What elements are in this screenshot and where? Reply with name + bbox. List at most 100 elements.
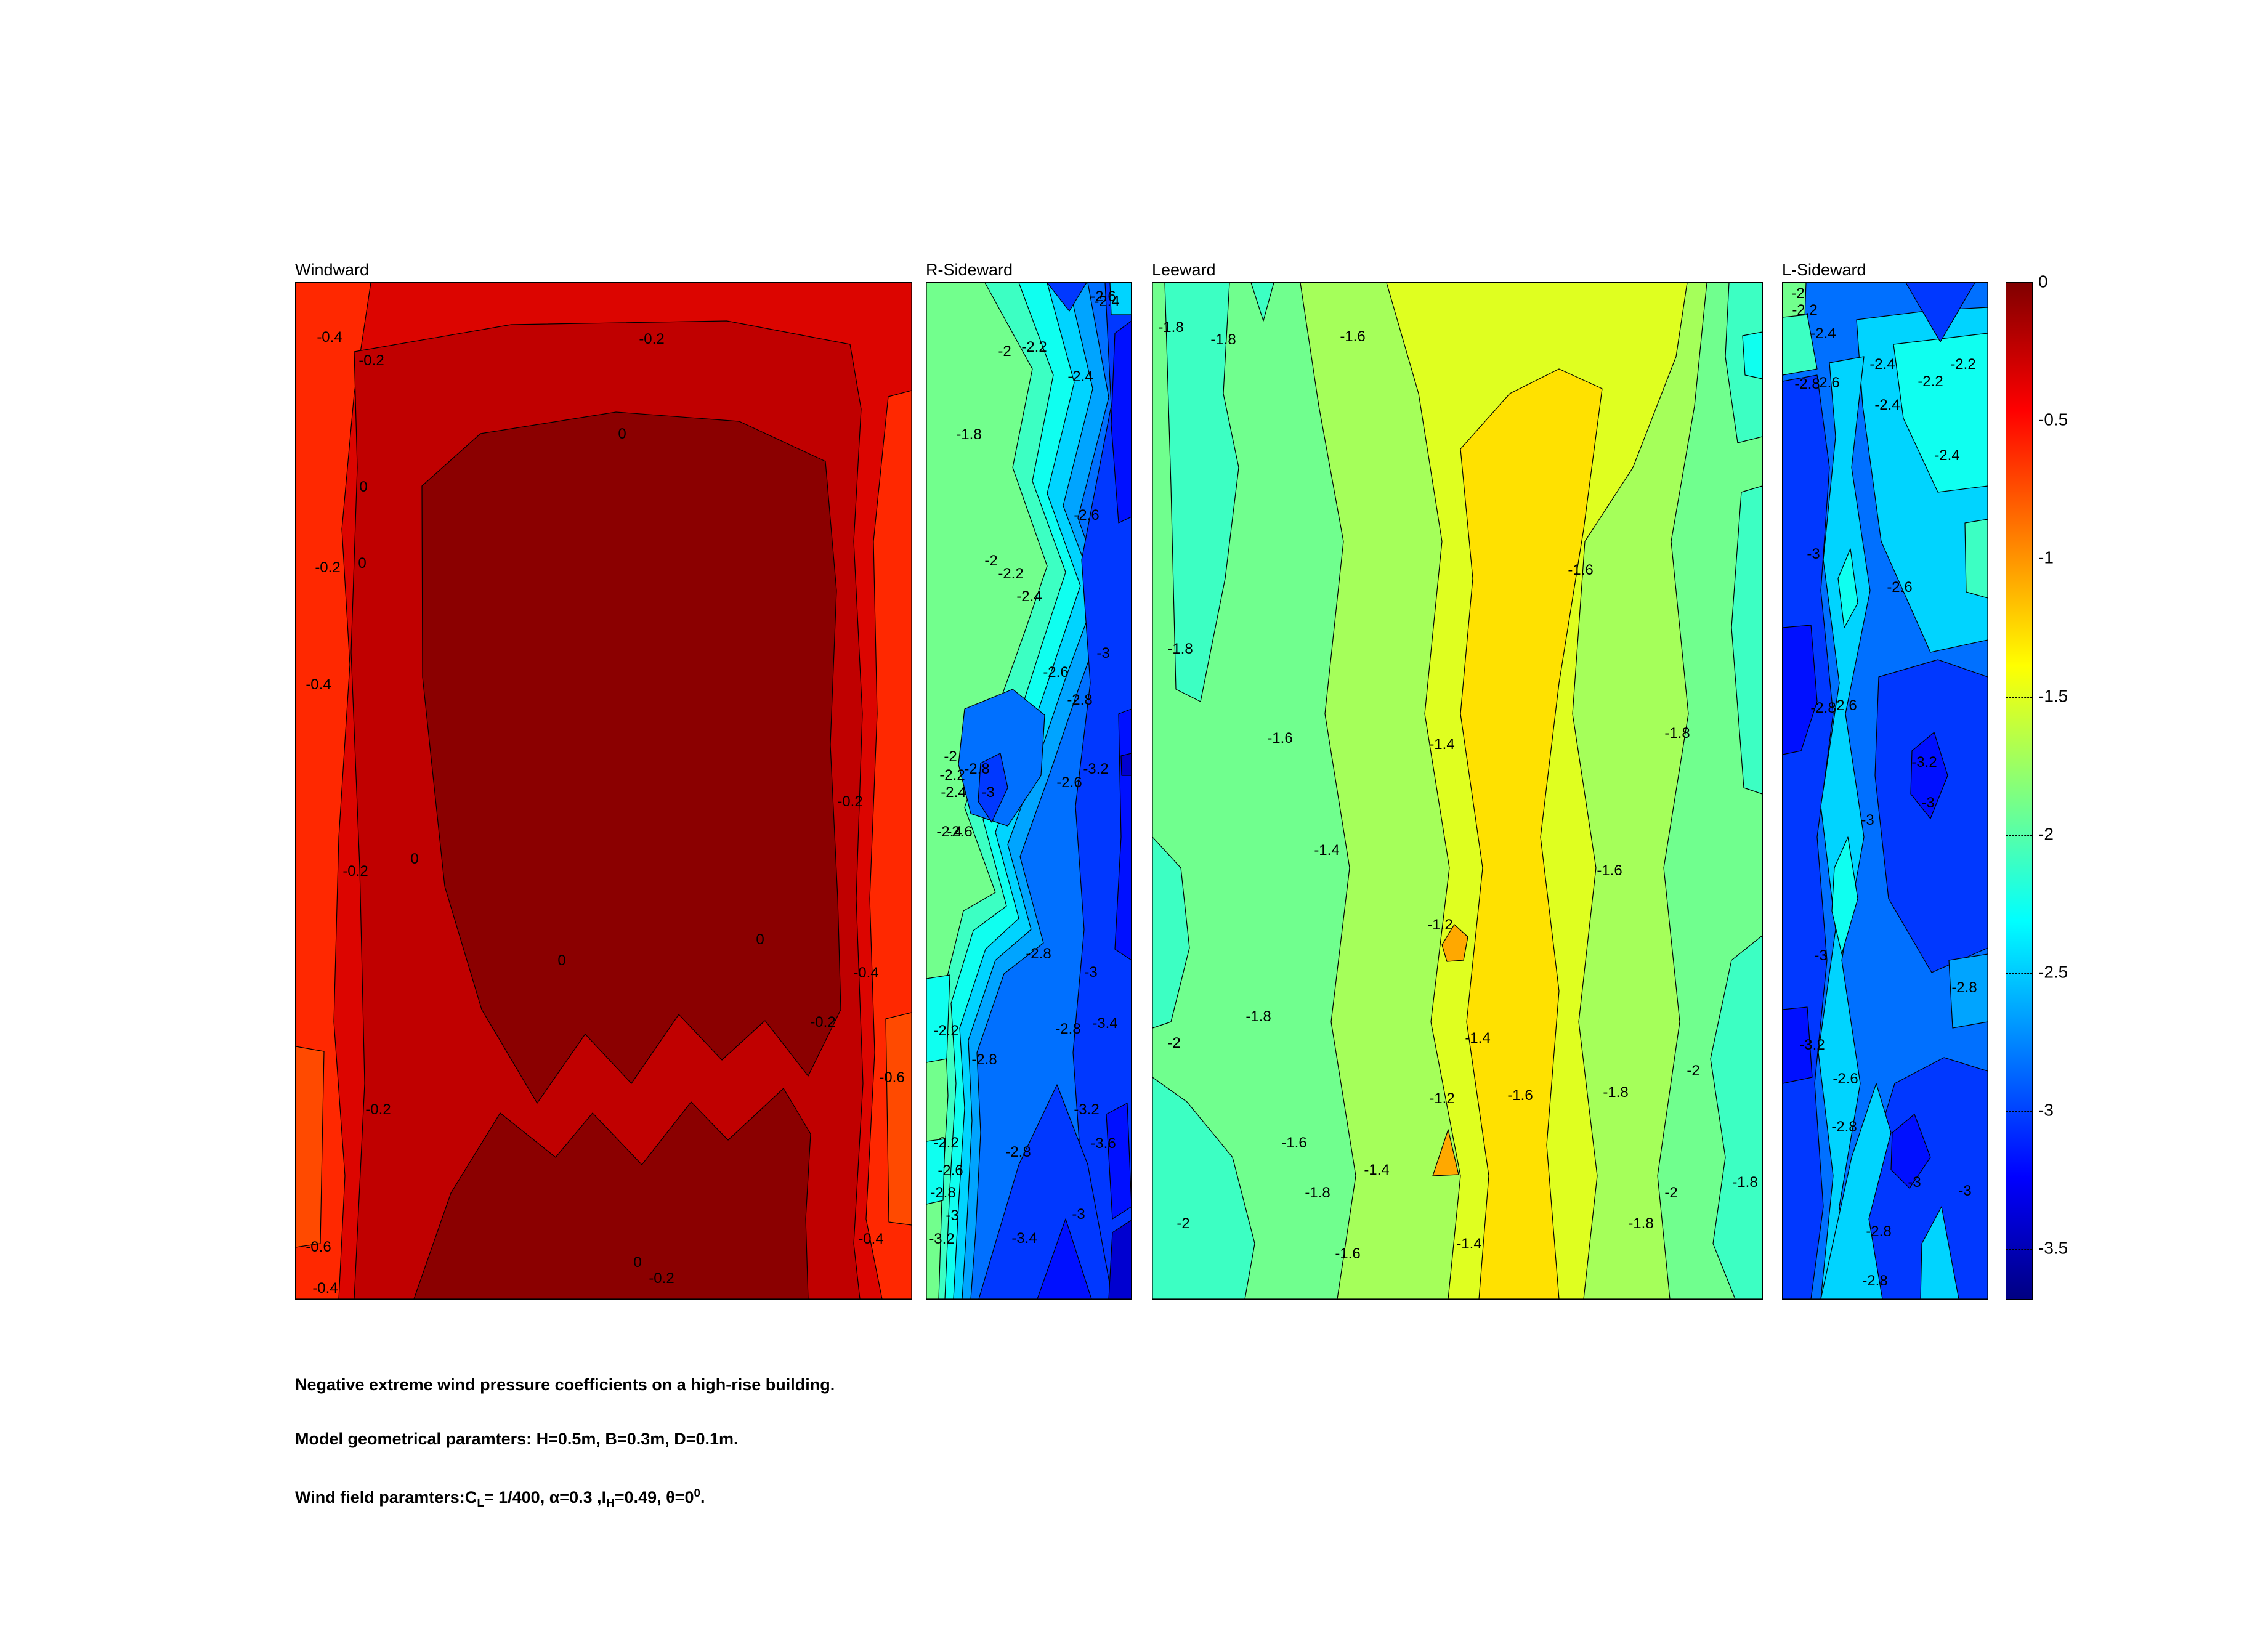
contour-plot: -2.6-2.4-2 -2.2-2.4-1.8-2.6-2-2.2-2.4-3-2… <box>926 283 1131 1299</box>
caption-segment: L <box>477 1497 484 1510</box>
contour-label: -2.6 <box>1090 288 1116 305</box>
contour-label: -2.2 <box>933 1022 958 1039</box>
contour-label: -1.8 <box>1732 1174 1757 1191</box>
contour-region <box>1964 519 1988 599</box>
contour-label: -2.4 <box>1869 356 1895 373</box>
contour-label: -2.4 <box>1810 325 1836 342</box>
contour-label: -2.6 <box>1887 579 1912 596</box>
colorbar-tick <box>2006 973 2032 974</box>
contour-label: -0.6 <box>879 1069 904 1086</box>
contour-label: -2.6 <box>1833 1070 1858 1087</box>
contour-region <box>1731 485 1762 795</box>
contour-label: -2.6 <box>947 824 972 840</box>
contour-region <box>1910 732 1948 819</box>
contour-label: -0.2 <box>639 331 664 347</box>
caption-segment: Wind field paramters:C <box>295 1488 477 1507</box>
contour-label: -2.8 <box>1005 1144 1031 1160</box>
contour-label: 0 <box>359 479 367 495</box>
contour-label: -1.8 <box>1245 1008 1271 1025</box>
contour-label: -2.2 <box>1792 302 1817 318</box>
caption-line-3: Wind field paramters:CL= 1/400, α=0.3 ,I… <box>295 1484 835 1513</box>
contour-label: -2.2 <box>939 767 965 783</box>
contour-region <box>926 1138 946 1205</box>
contour-region <box>296 1046 325 1248</box>
caption-segment: = 1/400, α=0.3 ,I <box>484 1488 607 1507</box>
contour-region <box>1152 1077 1255 1299</box>
caption-segment: =0.49, θ=0 <box>614 1488 694 1507</box>
panel-windward: Windward -0.4 -0.2 -0.2 0 0 0 -0.2 -0.4 -0.2 -0.2 0… <box>295 261 912 1300</box>
contour-label: -1.4 <box>1429 736 1454 753</box>
contour-label: -3.2 <box>1911 754 1937 771</box>
contour-region <box>421 411 841 1104</box>
panel-title: R-Sideward <box>926 261 1013 279</box>
contour-region <box>978 1084 1113 1299</box>
contour-region <box>1820 1083 1892 1299</box>
contour-label: -3 <box>1096 645 1109 662</box>
caption-segment: . <box>700 1488 705 1507</box>
contour-label: -2.4 <box>1874 397 1900 413</box>
contour-region <box>926 974 950 1063</box>
contour-label: -0.6 <box>306 1239 331 1255</box>
contour-label: -0.2 <box>315 559 340 576</box>
contour-label: -1.6 <box>1597 862 1622 879</box>
contour-label: -2.8 <box>1831 1119 1857 1135</box>
contour-region <box>978 753 1008 823</box>
contour-plot: -1.8 -1.8 -1.6 -1.6 -1.8 -1.6 -1.4 -1.8 -1.4 -1.2… <box>1152 283 1762 1299</box>
contour-label: -3.2 <box>1083 761 1108 777</box>
contour-label: -2.8 <box>1951 979 1977 996</box>
panel-l-sideward: L-Sideward -2 -2.2 -2.4 -2.4 -2.2 -2.2 -2.8 -2.6… <box>1782 261 1988 1300</box>
contour-label: -1.8 <box>1305 1184 1330 1201</box>
contour-region <box>1742 331 1762 379</box>
contour-label: -0.4 <box>858 1231 883 1247</box>
contour-region <box>1120 753 1131 776</box>
contour-label: -2.2 <box>1918 373 1943 390</box>
contour-label: -2.8 <box>1866 1223 1891 1240</box>
contour-region <box>1710 935 1762 1299</box>
contour-label: -2.8 <box>1055 1021 1080 1037</box>
contour-region <box>1441 924 1468 962</box>
contour-label: -3 <box>1958 1183 1971 1199</box>
contour-label: -2 <box>1177 1215 1189 1232</box>
colorbar-tick <box>2006 1249 2032 1250</box>
contour-label: -2.8 <box>930 1184 955 1201</box>
colorbar-gradient <box>2006 283 2032 1299</box>
colorbar-tick <box>2006 835 2032 836</box>
contour-region <box>1783 314 1818 376</box>
caption-line-1: Negative extreme wind pressure coefficie… <box>295 1375 835 1394</box>
colorbar-tick <box>2006 1111 2032 1112</box>
colorbar-tick-label: -3 <box>2038 1100 2054 1120</box>
contour-label: 0 <box>557 952 565 969</box>
figure-caption: Negative extreme wind pressure coefficie… <box>295 1375 835 1548</box>
contour-label: -3 <box>1072 1206 1085 1223</box>
contour-label: -2.4 <box>1934 447 1959 464</box>
contour-label: -1.8 <box>1628 1215 1653 1232</box>
contour-label: -0.4 <box>312 1280 338 1297</box>
contour-label: -2 <box>984 552 997 569</box>
contour-label: -1.6 <box>1340 328 1365 345</box>
contour-label: -2 <box>1687 1062 1699 1079</box>
contour-plot: -0.4 -0.2 -0.2 0 0 0 -0.2 -0.4 -0.2 -0.2 0 0 -0.4 0 -0… <box>296 283 912 1299</box>
contour-region <box>1920 1206 1959 1299</box>
contour-label: 0 <box>618 426 626 442</box>
contour-label: 0 <box>633 1254 641 1271</box>
contour-label: -3.4 <box>1092 1015 1117 1032</box>
contour-region <box>1152 836 1190 1029</box>
contour-region <box>413 1088 811 1299</box>
contour-region <box>1106 1103 1131 1220</box>
contour-region <box>1109 283 1131 315</box>
contour-label: 0 <box>358 555 366 572</box>
contour-label: -2.8 <box>1810 700 1836 716</box>
colorbar-tick-label: 0 <box>2038 272 2048 291</box>
contour-label: -2.4 <box>941 784 966 801</box>
contour-label: -0.2 <box>365 1101 391 1118</box>
contour-label: -0.2 <box>358 352 384 369</box>
contour-label: -3 <box>1908 1174 1921 1191</box>
contour-label: -1.6 <box>1281 1135 1306 1151</box>
contour-label: -3 <box>1814 947 1827 964</box>
contour-region <box>1111 320 1131 524</box>
contour-region <box>1837 548 1858 628</box>
colorbar-tick-label: -3.5 <box>2038 1239 2068 1258</box>
contour-label: -2.2 <box>1950 356 1975 373</box>
contour-label: -2.6 <box>1814 374 1839 391</box>
